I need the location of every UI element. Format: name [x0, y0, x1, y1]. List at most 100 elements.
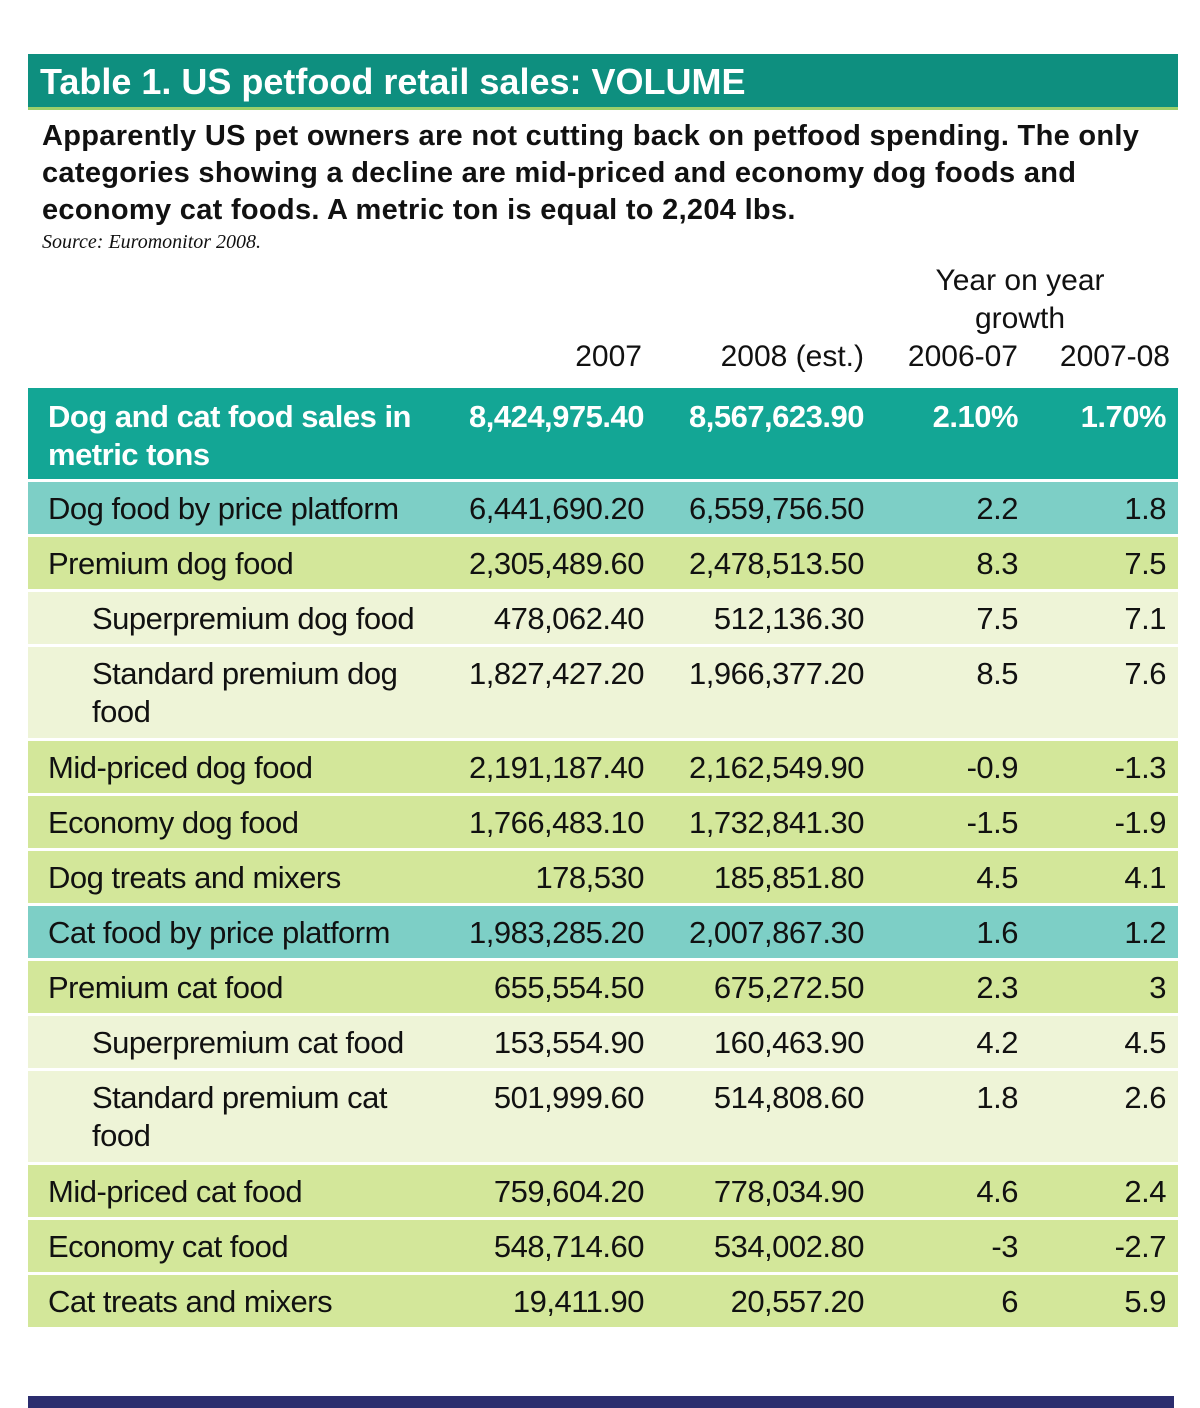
cell-growth-2006-07: 2.2 [976, 491, 1018, 526]
cell-growth-2006-07: -1.5 [966, 805, 1019, 840]
cell-growth-2006-07: 1.6 [976, 915, 1018, 950]
table-row: Economy cat food 548,714.60 534,002.80 -3 -2… [28, 1220, 1178, 1275]
cell-2008: 512,136.30 [713, 601, 865, 636]
cell-2007: 2,305,489.60 [468, 546, 645, 581]
cell-2008: 20,557.20 [730, 1284, 865, 1319]
row-label: Premium dog food [48, 546, 294, 581]
cell-growth-2006-07: 2.10% [932, 399, 1019, 434]
cell-growth-2006-07: -3 [991, 1229, 1018, 1264]
row-label: Premium cat food [48, 970, 283, 1005]
cell-2007: 19,411.90 [512, 1284, 645, 1319]
cell-2008: 1,966,377.20 [688, 656, 865, 691]
cell-2007: 1,983,285.20 [468, 915, 645, 950]
cell-2007: 6,441,690.20 [468, 491, 645, 526]
cell-2008: 8,567,623.90 [688, 399, 865, 434]
row-label: Standard premium dog food [92, 656, 398, 729]
cell-2008: 1,732,841.30 [688, 805, 865, 840]
cell-growth-2007-08: 7.1 [1124, 601, 1166, 636]
cell-2008: 534,002.80 [713, 1229, 865, 1264]
cell-growth-2007-08: -1.3 [1114, 750, 1167, 785]
bottom-bar [28, 1396, 1174, 1408]
source-note: Source: Euromonitor 2008. [42, 231, 262, 253]
cell-2008: 778,034.90 [713, 1174, 865, 1209]
table-row: Standard premium cat food 501,999.60 514,8… [28, 1071, 1178, 1165]
cell-growth-2006-07: 4.2 [976, 1025, 1018, 1060]
cell-2008: 2,478,513.50 [688, 546, 865, 581]
header-2007-08: 2007-08 [1059, 340, 1170, 373]
table-row: Mid-priced dog food 2,191,187.40 2,162,549… [28, 741, 1178, 796]
cell-2007: 153,554.90 [493, 1025, 645, 1060]
cell-2007: 759,604.20 [493, 1174, 645, 1209]
row-label: Dog food by price platform [48, 491, 399, 526]
table-row: Mid-priced cat food 759,604.20 778,034.90 4… [28, 1165, 1178, 1220]
header-2008: 2008 (est.) [720, 340, 864, 373]
header-2006-07: 2006-07 [907, 340, 1018, 373]
cell-2008: 514,808.60 [713, 1080, 865, 1115]
row-label: Superpremium cat food [92, 1025, 404, 1060]
table-row: Premium dog food 2,305,489.60 2,478,513.50… [28, 537, 1178, 592]
cell-2008: 185,851.80 [713, 860, 865, 895]
row-label: Cat food by price platform [48, 915, 390, 950]
table-row: Cat treats and mixers 19,411.90 20,557.20 6… [28, 1275, 1178, 1330]
cell-growth-2007-08: 4.5 [1124, 1025, 1166, 1060]
cell-growth-2007-08: -1.9 [1114, 805, 1167, 840]
row-label: Dog and cat food sales in metric tons [48, 399, 412, 472]
cell-growth-2006-07: 4.6 [976, 1174, 1018, 1209]
cell-2007: 8,424,975.40 [468, 399, 645, 434]
data-table: Dog and cat food sales in metric tons 8,4… [28, 388, 1178, 1330]
row-label: Dog treats and mixers [48, 860, 341, 895]
cell-2007: 1,766,483.10 [468, 805, 645, 840]
cell-growth-2006-07: 1.8 [976, 1080, 1018, 1115]
row-label: Economy cat food [48, 1229, 289, 1264]
table-row: Dog and cat food sales in metric tons 8,4… [28, 388, 1178, 482]
table-row: Cat food by price platform 1,983,285.20 2,… [28, 906, 1178, 961]
cell-2008: 2,162,549.90 [688, 750, 865, 785]
cell-2008: 160,463.90 [713, 1025, 865, 1060]
cell-growth-2006-07: 8.5 [976, 656, 1018, 691]
table-row: Premium cat food 655,554.50 675,272.50 2.3 3 [28, 961, 1178, 1016]
cell-growth-2007-08: 1.70% [1080, 399, 1167, 434]
table-row: Economy dog food 1,766,483.10 1,732,841.30… [28, 796, 1178, 851]
row-label: Mid-priced cat food [48, 1174, 303, 1209]
cell-growth-2007-08: 5.9 [1124, 1284, 1166, 1319]
cell-2007: 655,554.50 [493, 970, 645, 1005]
row-label: Economy dog food [48, 805, 299, 840]
cell-growth-2006-07: 2.3 [976, 970, 1018, 1005]
table-row: Dog treats and mixers 178,530 185,851.80 4.… [28, 851, 1178, 906]
cell-growth-2007-08: 3 [1149, 970, 1166, 1005]
cell-2007: 478,062.40 [493, 601, 645, 636]
row-label: Cat treats and mixers [48, 1284, 333, 1319]
table-row: Superpremium cat food 153,554.90 160,463.9… [28, 1016, 1178, 1071]
cell-growth-2007-08: 2.4 [1124, 1174, 1166, 1209]
table-title: Table 1. US petfood retail sales: VOLUME [28, 54, 1178, 110]
table-row: Standard premium dog food 1,827,427.20 1,9… [28, 647, 1178, 741]
row-label: Superpremium dog food [92, 601, 415, 636]
cell-growth-2006-07: 7.5 [976, 601, 1018, 636]
header-growth-group: Year on year growth [935, 264, 1105, 335]
cell-growth-2007-08: 1.8 [1124, 491, 1166, 526]
cell-2008: 2,007,867.30 [688, 915, 865, 950]
cell-2007: 548,714.60 [493, 1229, 645, 1264]
cell-2008: 6,559,756.50 [688, 491, 865, 526]
table-row: Superpremium dog food 478,062.40 512,136.3… [28, 592, 1178, 647]
header-2007: 2007 [575, 340, 642, 373]
cell-2007: 2,191,187.40 [468, 750, 645, 785]
cell-growth-2006-07: 4.5 [976, 860, 1018, 895]
cell-growth-2007-08: 2.6 [1124, 1080, 1166, 1115]
cell-growth-2006-07: -0.9 [966, 750, 1019, 785]
cell-growth-2007-08: 4.1 [1124, 860, 1166, 895]
row-label: Mid-priced dog food [48, 750, 313, 785]
cell-2007: 501,999.60 [493, 1080, 645, 1115]
cell-2007: 178,530 [535, 860, 644, 895]
cell-growth-2006-07: 6 [1001, 1284, 1018, 1319]
cell-2008: 675,272.50 [713, 970, 865, 1005]
cell-growth-2007-08: -2.7 [1114, 1229, 1167, 1264]
intro-text: Apparently US pet owners are not cutting… [42, 120, 1140, 226]
table-row: Dog food by price platform 6,441,690.20 6,… [28, 482, 1178, 537]
cell-growth-2007-08: 7.5 [1124, 546, 1166, 581]
cell-2007: 1,827,427.20 [468, 656, 645, 691]
cell-growth-2007-08: 7.6 [1124, 656, 1166, 691]
cell-growth-2006-07: 8.3 [976, 546, 1018, 581]
row-label: Standard premium cat food [92, 1080, 387, 1153]
cell-growth-2007-08: 1.2 [1124, 915, 1166, 950]
